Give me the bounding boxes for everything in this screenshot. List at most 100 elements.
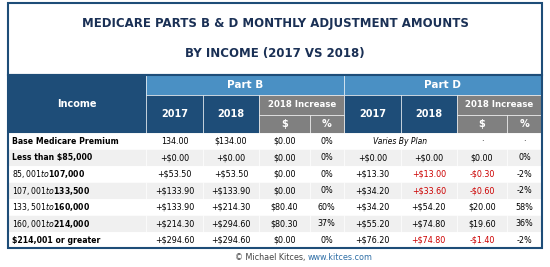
Text: +$13.30: +$13.30 [355,170,389,179]
Text: +$54.20: +$54.20 [411,203,446,211]
Bar [203,199,259,215]
Bar [507,133,542,150]
Text: +$34.20: +$34.20 [355,203,389,211]
Text: -$0.30: -$0.30 [470,170,495,179]
Text: 2018: 2018 [415,109,442,119]
Text: Less than $85,000: Less than $85,000 [12,153,92,162]
Text: +$53.50: +$53.50 [157,170,192,179]
Bar [344,150,400,166]
Bar [8,166,146,182]
Bar [400,199,457,215]
Bar [507,199,542,215]
Text: +$0.00: +$0.00 [414,153,443,162]
Bar [146,150,203,166]
Text: -$0.60: -$0.60 [470,186,495,195]
Text: 0%: 0% [321,170,333,179]
Bar [457,215,507,232]
Bar [344,95,400,133]
Bar [259,115,310,133]
Text: +$214.30: +$214.30 [211,203,251,211]
Bar [8,199,146,215]
Text: $80.30: $80.30 [271,219,298,228]
Text: 2018 Increase: 2018 Increase [465,100,534,109]
Bar [8,215,146,232]
Text: $85,001 to $107,000: $85,001 to $107,000 [12,168,85,180]
Bar [203,133,259,150]
Text: 36%: 36% [515,219,534,228]
Text: $0.00: $0.00 [273,170,296,179]
Text: 2018: 2018 [217,109,245,119]
Bar [310,115,344,133]
Text: -2%: -2% [516,235,532,245]
Text: +$294.60: +$294.60 [211,235,251,245]
Bar [457,150,507,166]
Text: 0%: 0% [321,153,333,162]
Bar [203,166,259,182]
Text: ·: · [523,137,526,146]
Bar [310,166,344,182]
Bar [310,232,344,248]
Bar [146,75,344,95]
Bar [310,199,344,215]
Bar [259,133,310,150]
Bar [400,150,457,166]
Bar [146,133,203,150]
Bar [344,199,400,215]
Text: +$34.20: +$34.20 [355,186,389,195]
Bar [8,182,146,199]
Bar [457,133,507,150]
Bar [457,232,507,248]
Text: $20.00: $20.00 [468,203,496,211]
Text: +$74.80: +$74.80 [411,219,446,228]
Text: 2017: 2017 [359,109,386,119]
Bar [8,75,542,248]
Text: %: % [322,119,332,129]
Bar [507,115,542,133]
Bar [203,182,259,199]
Bar [310,150,344,166]
Bar [259,199,310,215]
Bar [507,166,542,182]
Bar [457,199,507,215]
Text: +$0.00: +$0.00 [358,153,387,162]
Text: $0.00: $0.00 [273,235,296,245]
Text: $19.60: $19.60 [468,219,496,228]
Bar [146,95,203,133]
Text: BY INCOME (2017 VS 2018): BY INCOME (2017 VS 2018) [185,47,365,60]
Bar [146,232,203,248]
Text: Part B: Part B [227,80,263,90]
Bar [146,199,203,215]
Bar [344,215,400,232]
Bar [344,133,457,150]
Bar [457,115,507,133]
Text: $0.00: $0.00 [471,153,493,162]
Bar [507,182,542,199]
Text: $0.00: $0.00 [273,153,296,162]
Text: © Michael Kitces,: © Michael Kitces, [235,253,308,262]
Bar [259,166,310,182]
Bar [203,150,259,166]
Text: +$133.90: +$133.90 [155,203,194,211]
Bar [203,215,259,232]
Bar [344,75,542,95]
Bar [400,182,457,199]
Text: 0%: 0% [518,153,531,162]
Bar [507,150,542,166]
Bar [259,95,344,115]
Bar [203,95,259,133]
Bar [203,232,259,248]
Text: +$55.20: +$55.20 [355,219,389,228]
Bar [259,150,310,166]
Bar [457,95,542,115]
Bar [507,215,542,232]
Text: 0%: 0% [321,137,333,146]
Bar [457,166,507,182]
Text: -$1.40: -$1.40 [470,235,495,245]
Bar [8,3,542,75]
Text: -2%: -2% [516,170,532,179]
Bar [259,232,310,248]
Bar [310,133,344,150]
Text: +$133.90: +$133.90 [155,186,194,195]
Text: $160,001 to $214,000: $160,001 to $214,000 [12,218,90,230]
Bar [0,0,550,75]
